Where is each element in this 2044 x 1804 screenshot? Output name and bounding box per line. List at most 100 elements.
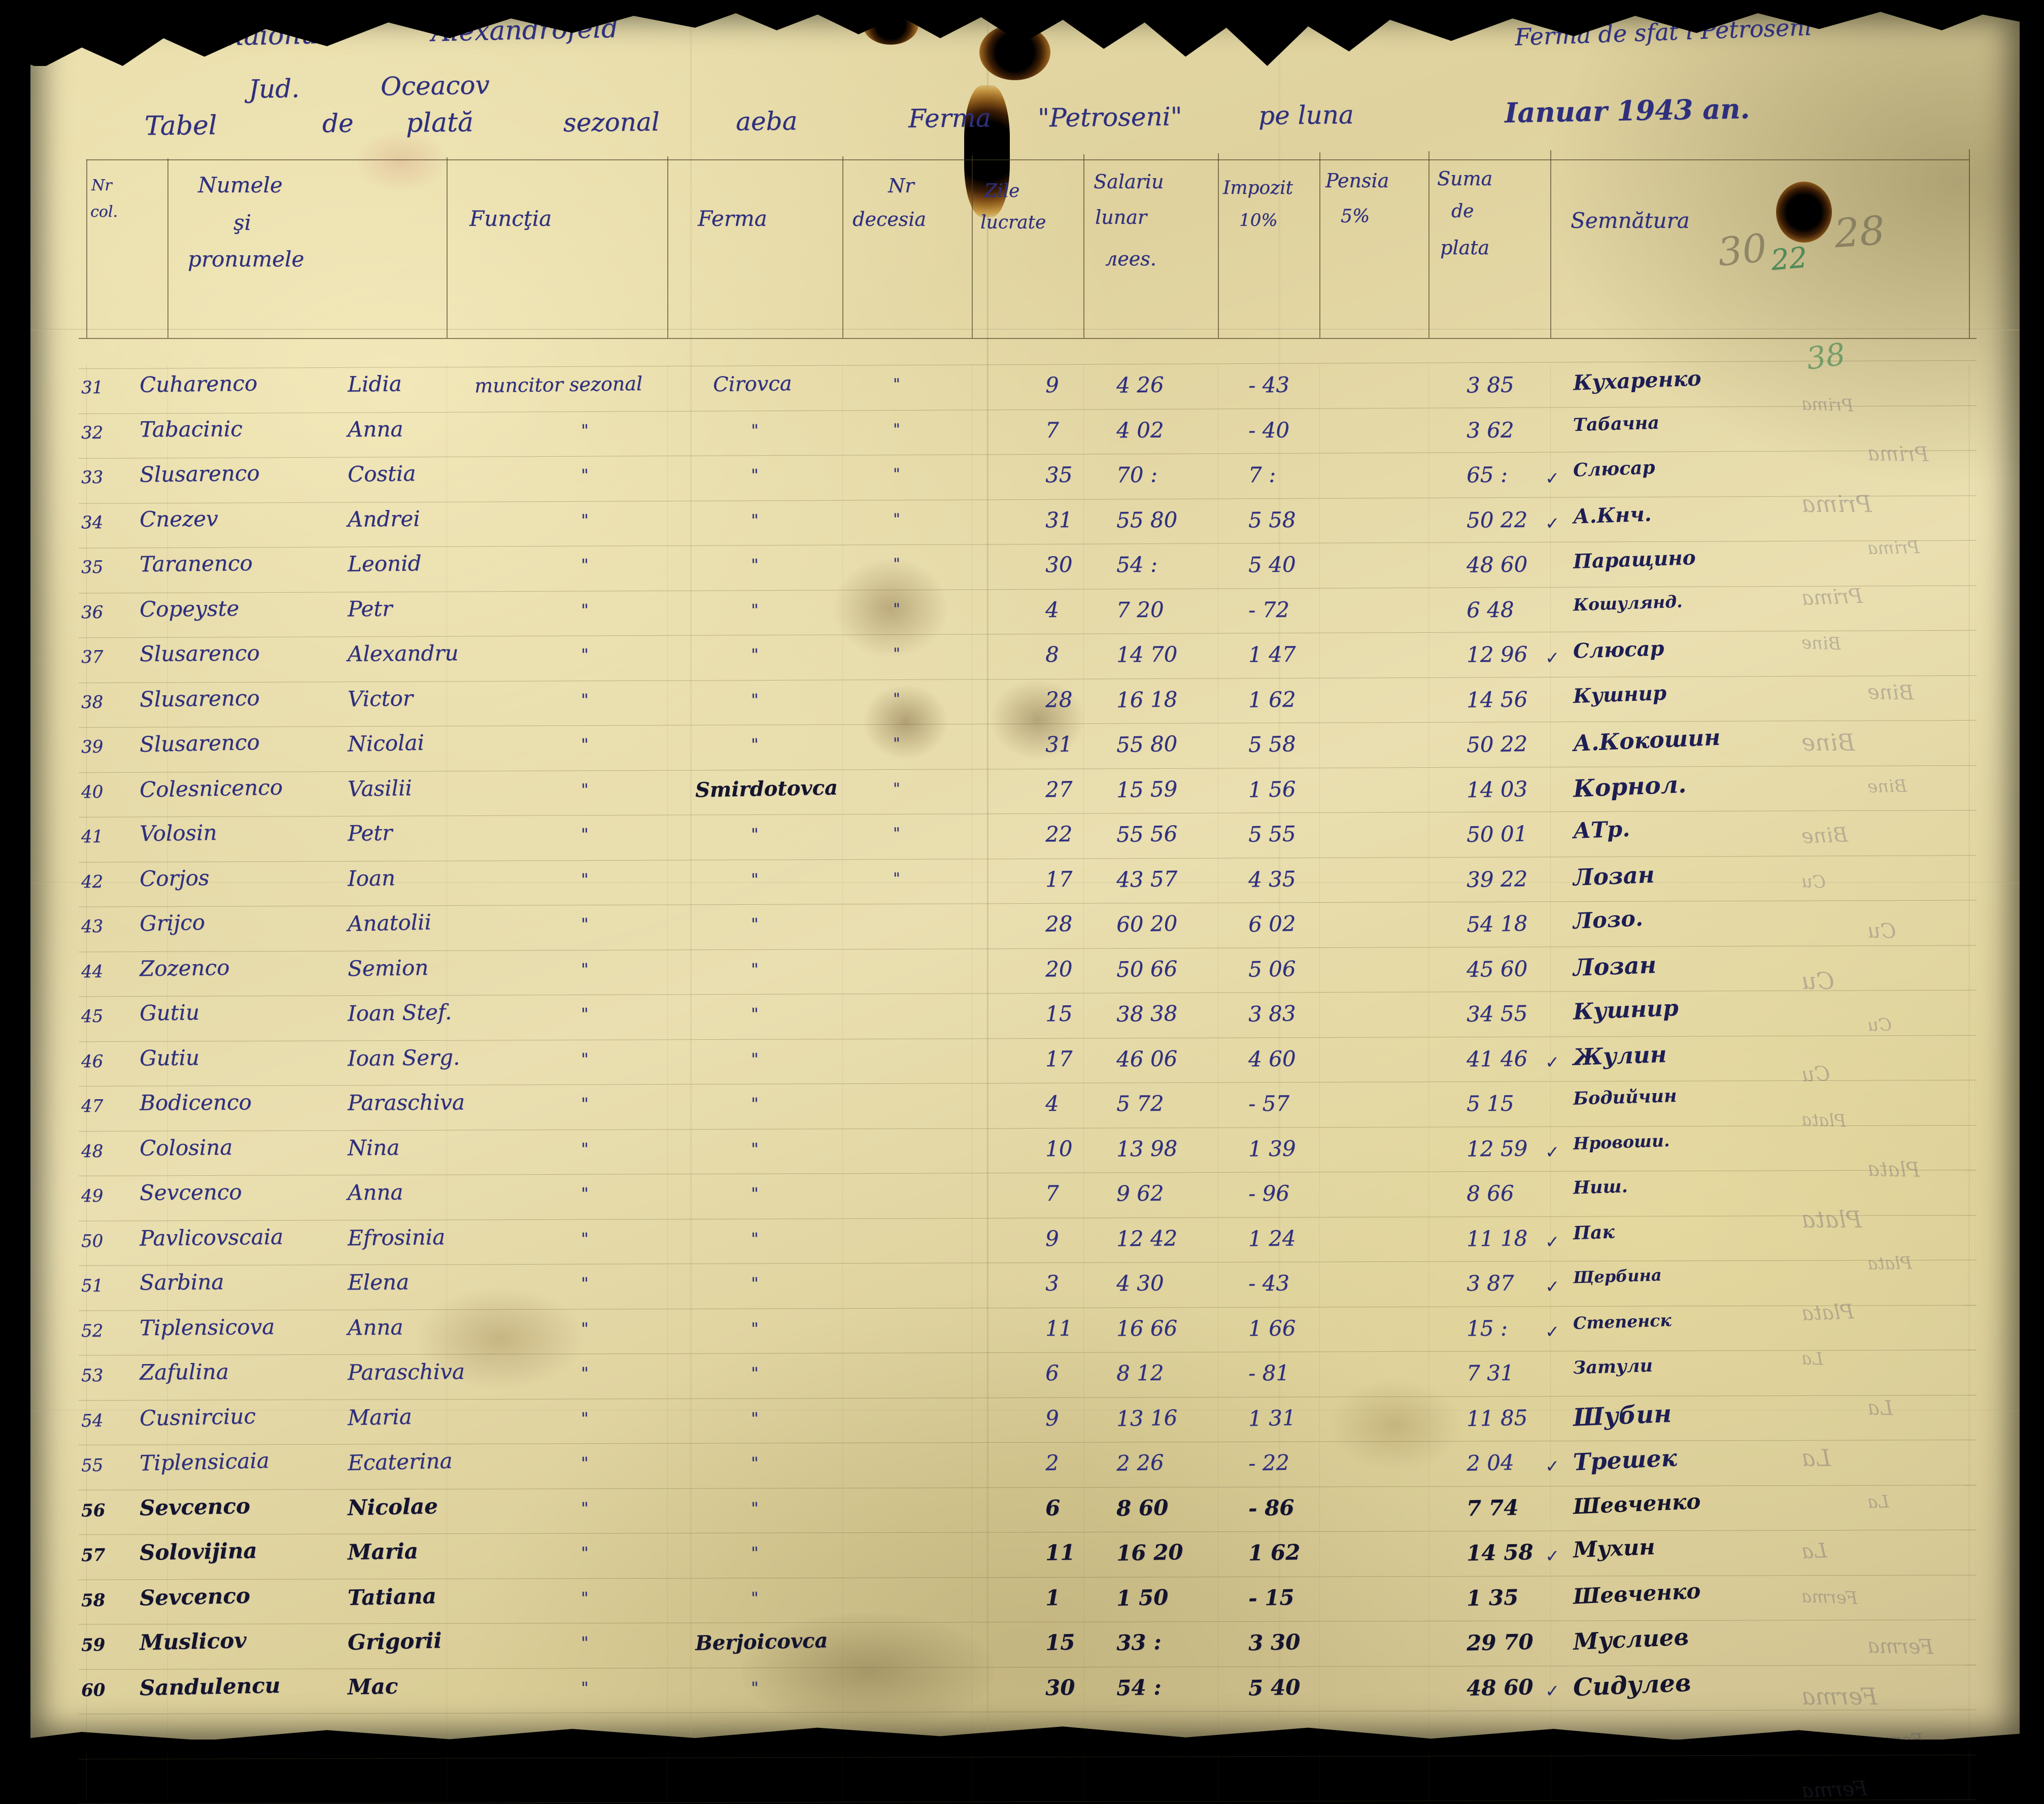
row-functia-ditto: " xyxy=(581,1229,589,1248)
row-functia-ditto: " xyxy=(581,1318,589,1338)
row-decesia-ditto: " xyxy=(893,555,900,573)
row-impozit: 5 55 xyxy=(1248,821,1296,847)
row-lastname: Pavlicovscaia xyxy=(139,1223,284,1251)
row-rule xyxy=(79,495,1977,504)
row-suma-de-plata: 14 03 xyxy=(1466,776,1528,802)
row-signature: Кушнир xyxy=(1573,995,1679,1025)
bleedthrough-word: La xyxy=(1867,1491,1890,1513)
stamp-number-2: 22 xyxy=(1769,241,1809,277)
row-rule xyxy=(79,450,1977,459)
row-functia-ditto: " xyxy=(581,1632,589,1653)
row-zile-lucrate: 10 xyxy=(1045,1136,1073,1161)
row-ferma-ditto: " xyxy=(751,1498,759,1518)
bleedthrough-word: Bine xyxy=(1801,729,1855,756)
row-firstname: Nicolai xyxy=(347,730,425,757)
row-decesia-ditto: " xyxy=(893,734,901,753)
header-pe-luna: pe luna xyxy=(1258,100,1354,130)
row-functia-ditto: " xyxy=(581,510,589,530)
row-functia-ditto: " xyxy=(581,824,589,844)
row-firstname: Victor xyxy=(347,685,414,711)
row-salariu-lunar: 50 66 xyxy=(1116,956,1178,982)
row-lastname: Sarbina xyxy=(139,1269,224,1295)
bleedthrough-word: Plata xyxy=(1801,1109,1847,1132)
row-lastname: Gutiu xyxy=(139,1000,200,1026)
col-sep-4 xyxy=(842,156,843,338)
row-salariu-lunar: 4 02 xyxy=(1116,417,1164,443)
row-decesia-ditto: " xyxy=(893,510,900,528)
row-suma-de-plata: 5 15 xyxy=(1466,1091,1514,1116)
row-firstname: Anna xyxy=(347,416,403,441)
row-functia-ditto: " xyxy=(581,1183,589,1204)
row-zile-lucrate: 4 xyxy=(1045,597,1059,622)
row-functia-ditto: " xyxy=(581,1498,589,1518)
bleedthrough-word: La xyxy=(1801,1444,1831,1472)
stamp-number-4: 38 xyxy=(1804,336,1848,377)
stain xyxy=(1330,1379,1461,1471)
row-salariu-lunar: 12 42 xyxy=(1116,1225,1178,1251)
row-signature: Щербина xyxy=(1573,1265,1662,1287)
row-rule xyxy=(79,1170,1977,1176)
row-number: 55 xyxy=(81,1455,104,1476)
row-number: 36 xyxy=(81,602,104,623)
row-number: 39 xyxy=(81,736,104,758)
row-firstname: Vasilii xyxy=(347,775,413,801)
row-decesia-ditto: " xyxy=(893,420,900,438)
row-signature: Затули xyxy=(1573,1355,1653,1379)
row-salariu-lunar: 38 38 xyxy=(1116,1001,1178,1027)
row-suma-de-plata: 54 18 xyxy=(1466,910,1528,937)
row-signature: Шевченко xyxy=(1573,1488,1701,1519)
row-number: 44 xyxy=(81,961,104,982)
row-impozit: 1 47 xyxy=(1248,641,1296,667)
row-salariu-lunar: 14 70 xyxy=(1116,641,1178,667)
row-lastname: Volosin xyxy=(139,820,217,846)
row-impozit: 1 56 xyxy=(1248,776,1296,802)
row-impozit: 7 : xyxy=(1248,462,1276,488)
row-paid-tick: ✓ xyxy=(1545,468,1560,489)
row-functia-ditto: " xyxy=(581,1139,589,1159)
row-paid-tick: ✓ xyxy=(1545,513,1560,534)
row-rule xyxy=(79,1709,1977,1715)
row-lastname: Sevcenco xyxy=(139,1583,251,1610)
row-salariu-lunar: 4 26 xyxy=(1116,372,1164,398)
row-lastname: Sevcenco xyxy=(139,1179,242,1205)
row-impozit: 1 62 xyxy=(1248,686,1296,712)
row-lastname: Cnezev xyxy=(139,505,218,532)
row-rule xyxy=(79,1125,1977,1132)
row-functia-ditto: " xyxy=(581,1543,589,1563)
bleedthrough-word: Prima xyxy=(1801,584,1863,610)
bleedthrough-word: Cu xyxy=(1867,919,1896,943)
header-de: de xyxy=(322,108,354,139)
row-impozit: 5 06 xyxy=(1248,956,1296,982)
row-signature: Шубин xyxy=(1572,1399,1673,1432)
row-suma-de-plata: 45 60 xyxy=(1466,956,1528,982)
burn-hole xyxy=(1776,182,1832,243)
row-suma-de-plata: 15 : xyxy=(1466,1315,1508,1341)
row-salariu-lunar: 16 20 xyxy=(1116,1539,1183,1566)
col-header-impozit-l1: Impozit xyxy=(1223,178,1293,198)
row-salariu-lunar: 46 06 xyxy=(1116,1045,1178,1072)
row-impozit: 3 30 xyxy=(1248,1629,1301,1656)
row-signature: Табачна xyxy=(1573,412,1660,435)
row-firstname: Anna xyxy=(347,1314,403,1340)
vertical-fold-crease-2 xyxy=(690,9,692,1740)
row-rule xyxy=(79,1394,1977,1401)
bleedthrough-word: Prima xyxy=(1801,490,1872,518)
row-impozit: - 15 xyxy=(1248,1584,1295,1611)
row-ferma-ditto: " xyxy=(751,1588,759,1608)
row-lastname: Sevcenco xyxy=(139,1493,251,1520)
col-sep-0 xyxy=(86,159,87,338)
row-salariu-lunar: 55 80 xyxy=(1116,731,1178,758)
row-rule xyxy=(79,900,1977,907)
bleedthrough-word: Ferma xyxy=(1801,1777,1868,1803)
row-salariu-lunar: 4 30 xyxy=(1116,1270,1164,1296)
row-ferma-ditto: " xyxy=(751,644,759,665)
row-firstname: Anatolii xyxy=(347,909,432,936)
row-signature: Муслиев xyxy=(1572,1623,1690,1655)
row-impozit: - 72 xyxy=(1248,597,1290,622)
column-rule-9 xyxy=(1428,364,1429,1801)
row-lastname: Corjos xyxy=(139,865,210,891)
row-signature: Слюсар xyxy=(1573,457,1656,481)
row-lastname: Cusnirciuc xyxy=(139,1403,256,1431)
row-lastname: Slusarenco xyxy=(139,460,260,487)
row-number: 35 xyxy=(81,557,104,578)
